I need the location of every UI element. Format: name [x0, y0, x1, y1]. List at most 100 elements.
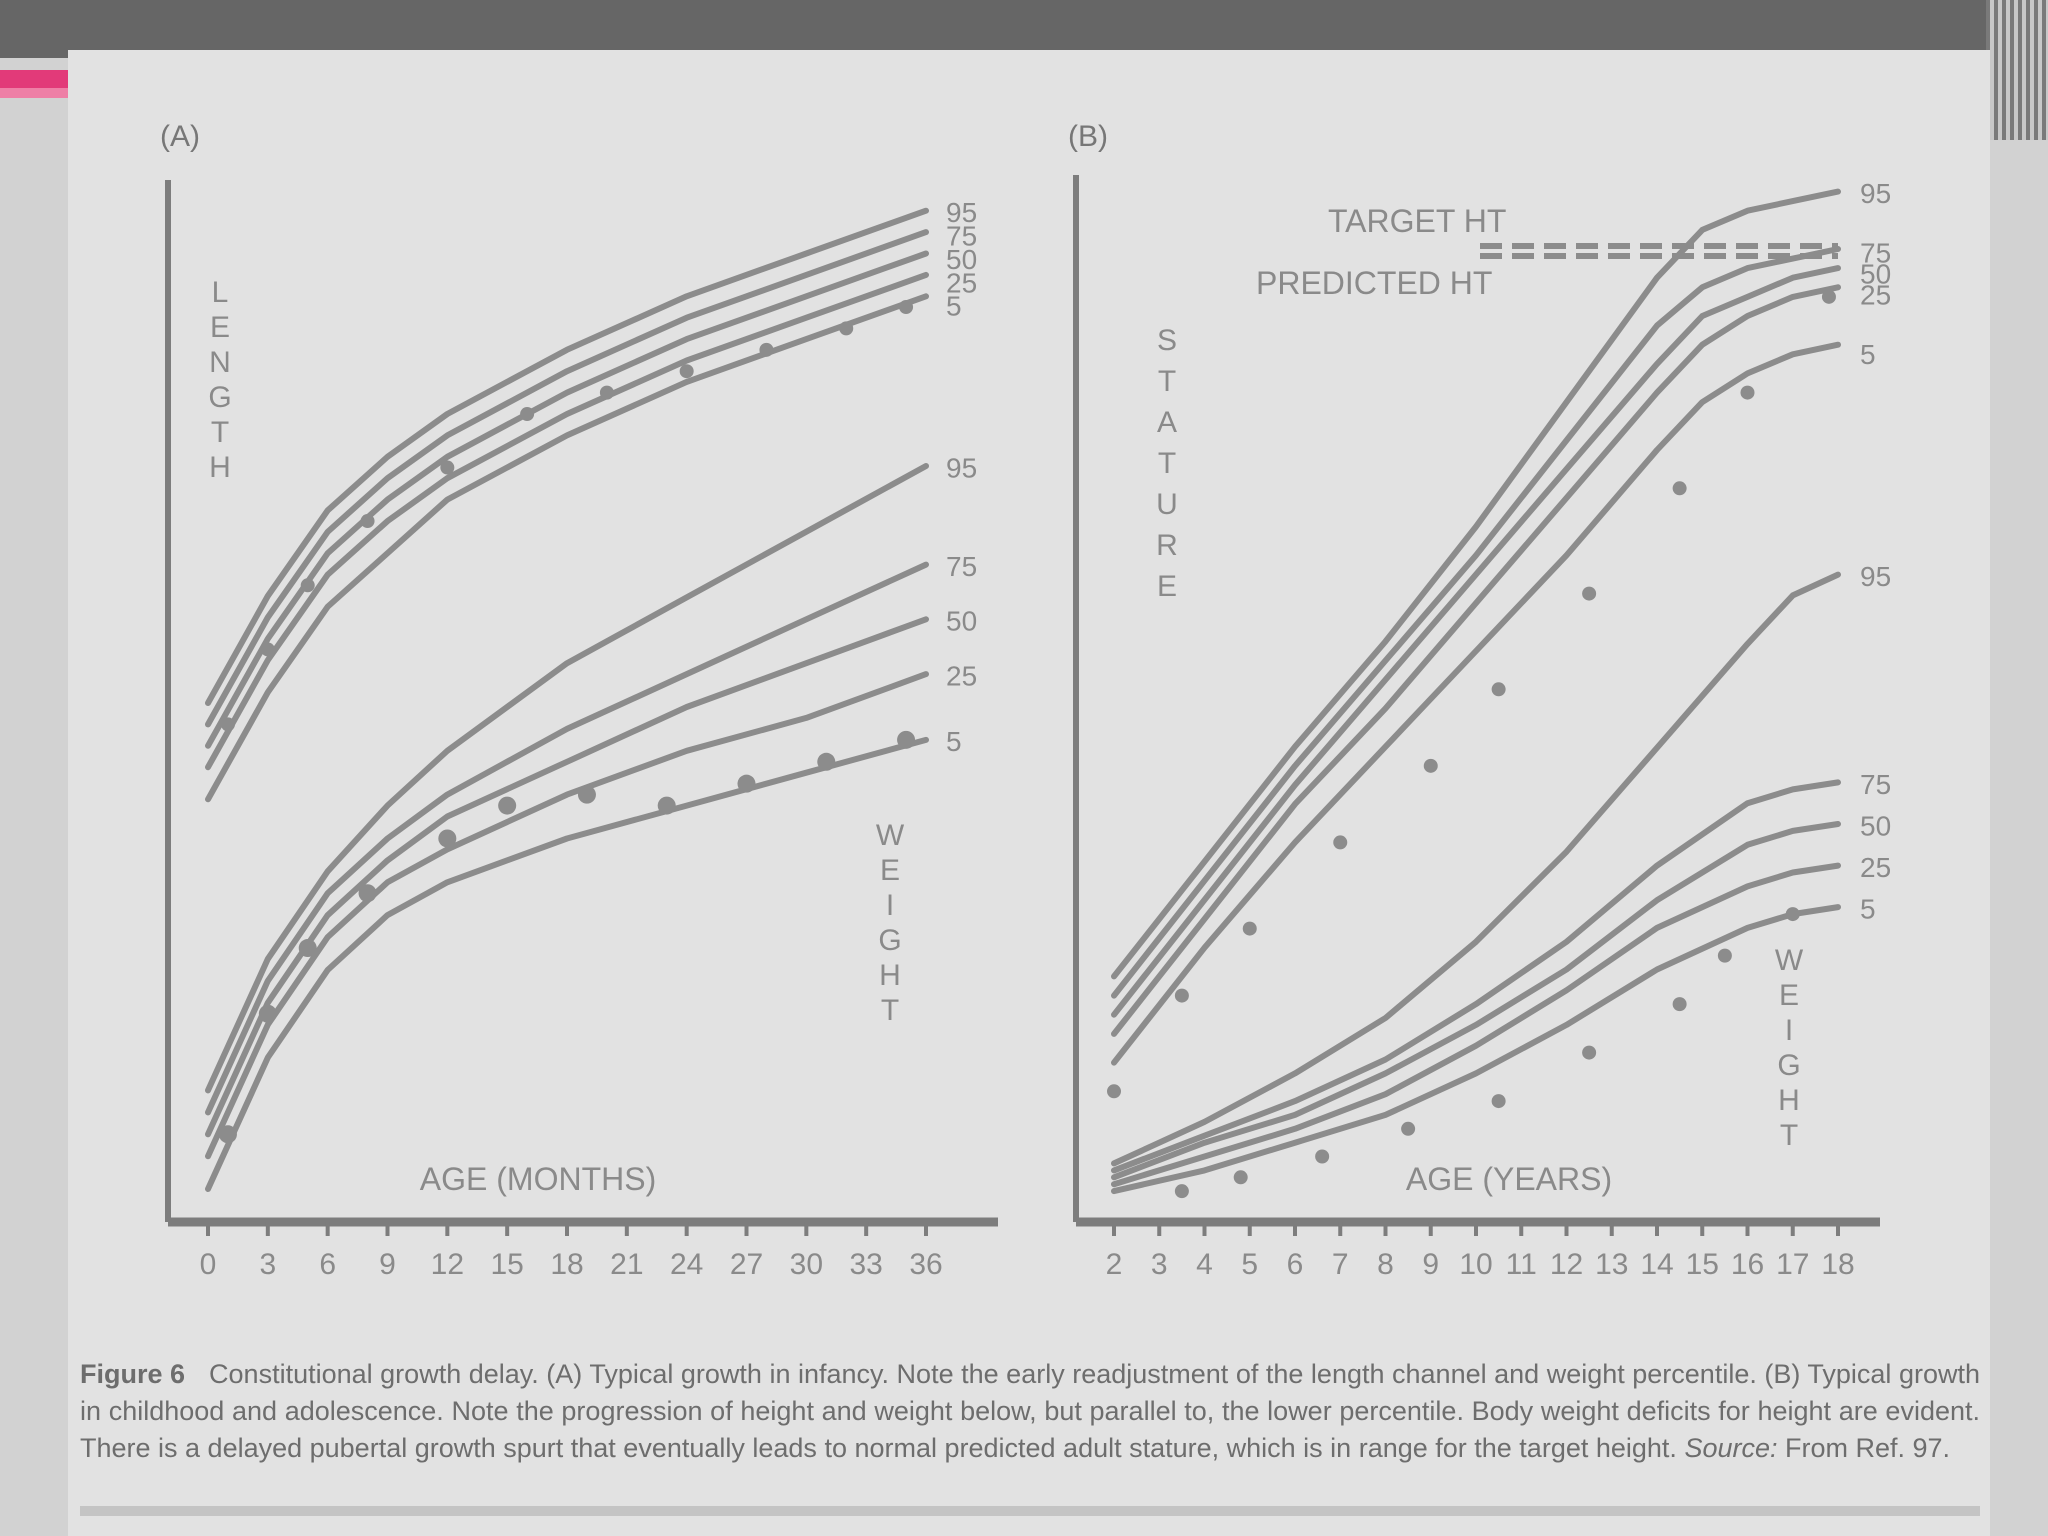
panel-a-length-label: E [210, 311, 230, 344]
panel-b-x-tick-label: 9 [1422, 1248, 1439, 1281]
panel-a-length-curve-p75 [205, 229, 929, 728]
panel-a-length-label-p5: 5 [946, 291, 962, 322]
panel-b-x-tick-label: 8 [1377, 1248, 1394, 1281]
panel-b-stature-curve-p50 [1111, 265, 1841, 1018]
panel-b-stature-label: T [1158, 365, 1176, 398]
panel-b-x-tick-label: 11 [1506, 1248, 1537, 1281]
panel-b-stature-label: R [1156, 529, 1178, 562]
panel-b-weight-curve-p50 [1111, 821, 1841, 1181]
slide-top-bar [0, 0, 2048, 58]
panel-a-weight-label: T [881, 994, 899, 1027]
panel-a-length-label: H [209, 451, 231, 484]
panel-a-length-curve-p95 [205, 207, 929, 706]
panel-a-weight-point [817, 752, 836, 771]
panel-b-weight-curve-p95 [1111, 571, 1841, 1167]
panel-a-length-point [300, 578, 315, 593]
panel-a-length-curve-p25 [205, 271, 929, 771]
panel-b-stature-label: T [1158, 447, 1176, 480]
figure-panel: (A) 0 3 6 9 12 15 18 21 24 27 30 33 36 AGE (MONTHS) L E N… [68, 50, 1990, 1536]
panel-a-length-point [839, 321, 854, 336]
panel-a-length-curve-p50 [205, 250, 929, 749]
bottom-rule [80, 1506, 1980, 1516]
panel-a-x-tick-label: 33 [849, 1248, 882, 1281]
panel-b-stature-point [1740, 385, 1755, 400]
figure-caption: Figure 6 Constitutional growth delay. (A)… [80, 1356, 1980, 1467]
panel-b-x-tick-label: 10 [1459, 1248, 1492, 1281]
panel-a-length-point [360, 514, 375, 529]
panel-a-x-tick-label: 24 [670, 1248, 703, 1281]
panel-a-length-point [520, 407, 535, 422]
panel-b-stature-point [1242, 921, 1257, 936]
panel-b-stature-label-p75: 75 [1860, 237, 1891, 268]
panel-b-x-tick-label: 16 [1731, 1248, 1764, 1281]
panel-a-weight-label: W [876, 819, 905, 852]
panel-b-x-tick-label: 17 [1776, 1248, 1809, 1281]
panel-a-length-label-p75: 75 [946, 220, 977, 251]
panel-b-weight-label-p95: 95 [1860, 561, 1891, 592]
panel-b-weight-point [1785, 907, 1800, 922]
panel-b-weight-label: G [1777, 1049, 1800, 1082]
panel-a-x-tick-label: 15 [490, 1248, 523, 1281]
panel-a-x-tick-label: 30 [790, 1248, 823, 1281]
panel-b-weight-label: E [1779, 979, 1799, 1012]
panel-a-weight-point [498, 796, 517, 815]
panel-a-weight-label-p25: 25 [946, 661, 977, 692]
panel-b-weight-curve-p5 [1111, 904, 1841, 1195]
panel-a-weight-point [897, 730, 916, 749]
panel-b-stature-label-p95: 95 [1860, 178, 1891, 209]
panel-a-length-point [679, 364, 694, 379]
panel-b-weight-point [1233, 1170, 1248, 1185]
panel-a-weight-point [258, 1004, 277, 1023]
panel-b-stature-label-p50: 50 [1860, 259, 1891, 290]
panel-a-length-label: G [208, 381, 231, 414]
panel-b-stature-curve-p75 [1111, 246, 1841, 999]
panel-b-stature-curve-p5 [1111, 341, 1841, 1066]
panel-b-weight-curve-p25 [1111, 862, 1841, 1188]
panel-a-x-tick-label: 27 [730, 1248, 763, 1281]
panel-a-x-tick-label: 36 [909, 1248, 942, 1281]
panel-b-stature-curve-p25 [1111, 284, 1841, 1037]
panel-b-x-tick-label: 13 [1595, 1248, 1628, 1281]
panel-a-weight-point [358, 884, 377, 903]
panel-a-length-label: T [211, 416, 229, 449]
panel-a-x-tick-label: 21 [610, 1248, 643, 1281]
panel-a-x-tick-label: 6 [319, 1248, 336, 1281]
panel-a-x-tick-label: 12 [431, 1248, 464, 1281]
panel-b-stature-point [1174, 988, 1189, 1003]
panel-b-weight-point [1315, 1149, 1330, 1164]
panel-b-stature-label: E [1157, 570, 1177, 603]
panel-b-predicted-ht-label: PREDICTED HT [1256, 265, 1492, 301]
panel-b-stature-label-p5: 5 [1860, 339, 1876, 370]
slide-edge-decoration [1986, 0, 2048, 140]
panel-b-weight-label: H [1778, 1084, 1800, 1117]
panel-b-stature-curve-p95 [1111, 188, 1841, 980]
panel-b-stature-point [1582, 586, 1597, 601]
caption-figure-label: Figure 6 [80, 1359, 186, 1389]
panel-a-weight-point [577, 785, 596, 804]
panel-b-stature-point [1333, 835, 1348, 850]
panel-b-weight-point [1672, 997, 1687, 1012]
panel-b-weight-label-p5: 5 [1860, 894, 1876, 925]
panel-b-weight-label-p75: 75 [1860, 769, 1891, 800]
panel-a-weight-label-p95: 95 [946, 452, 977, 483]
panel-a-weight-curve-p5 [205, 736, 929, 1192]
panel-a-length-label-p95: 95 [946, 197, 977, 228]
panel-a-length-label-p50: 50 [946, 244, 977, 275]
panel-b-weight-point [1582, 1045, 1597, 1060]
panel-b-stature-point [1491, 682, 1506, 697]
panel-b-weight-point [1717, 948, 1732, 963]
panel-b-weight-point [1491, 1094, 1506, 1109]
panel-b-stature-point [1672, 481, 1687, 496]
panel-a-length-label: N [209, 346, 231, 379]
panel-b-x-tick-label: 14 [1640, 1248, 1673, 1281]
panel-b-weight-label: I [1785, 1014, 1793, 1047]
panel-a-weight-curve-p95 [205, 463, 929, 1094]
panel-a-weight-curve-p50 [205, 616, 929, 1138]
panel-a-weight-point [298, 939, 317, 958]
panel-b-stature-point [1107, 1084, 1121, 1099]
panel-a-weight-label-p75: 75 [946, 551, 977, 582]
panel-a-weight-label: E [880, 854, 900, 887]
caption-source-text: From Ref. 97. [1785, 1433, 1951, 1463]
panel-b-x-tick-label: 4 [1196, 1248, 1213, 1281]
